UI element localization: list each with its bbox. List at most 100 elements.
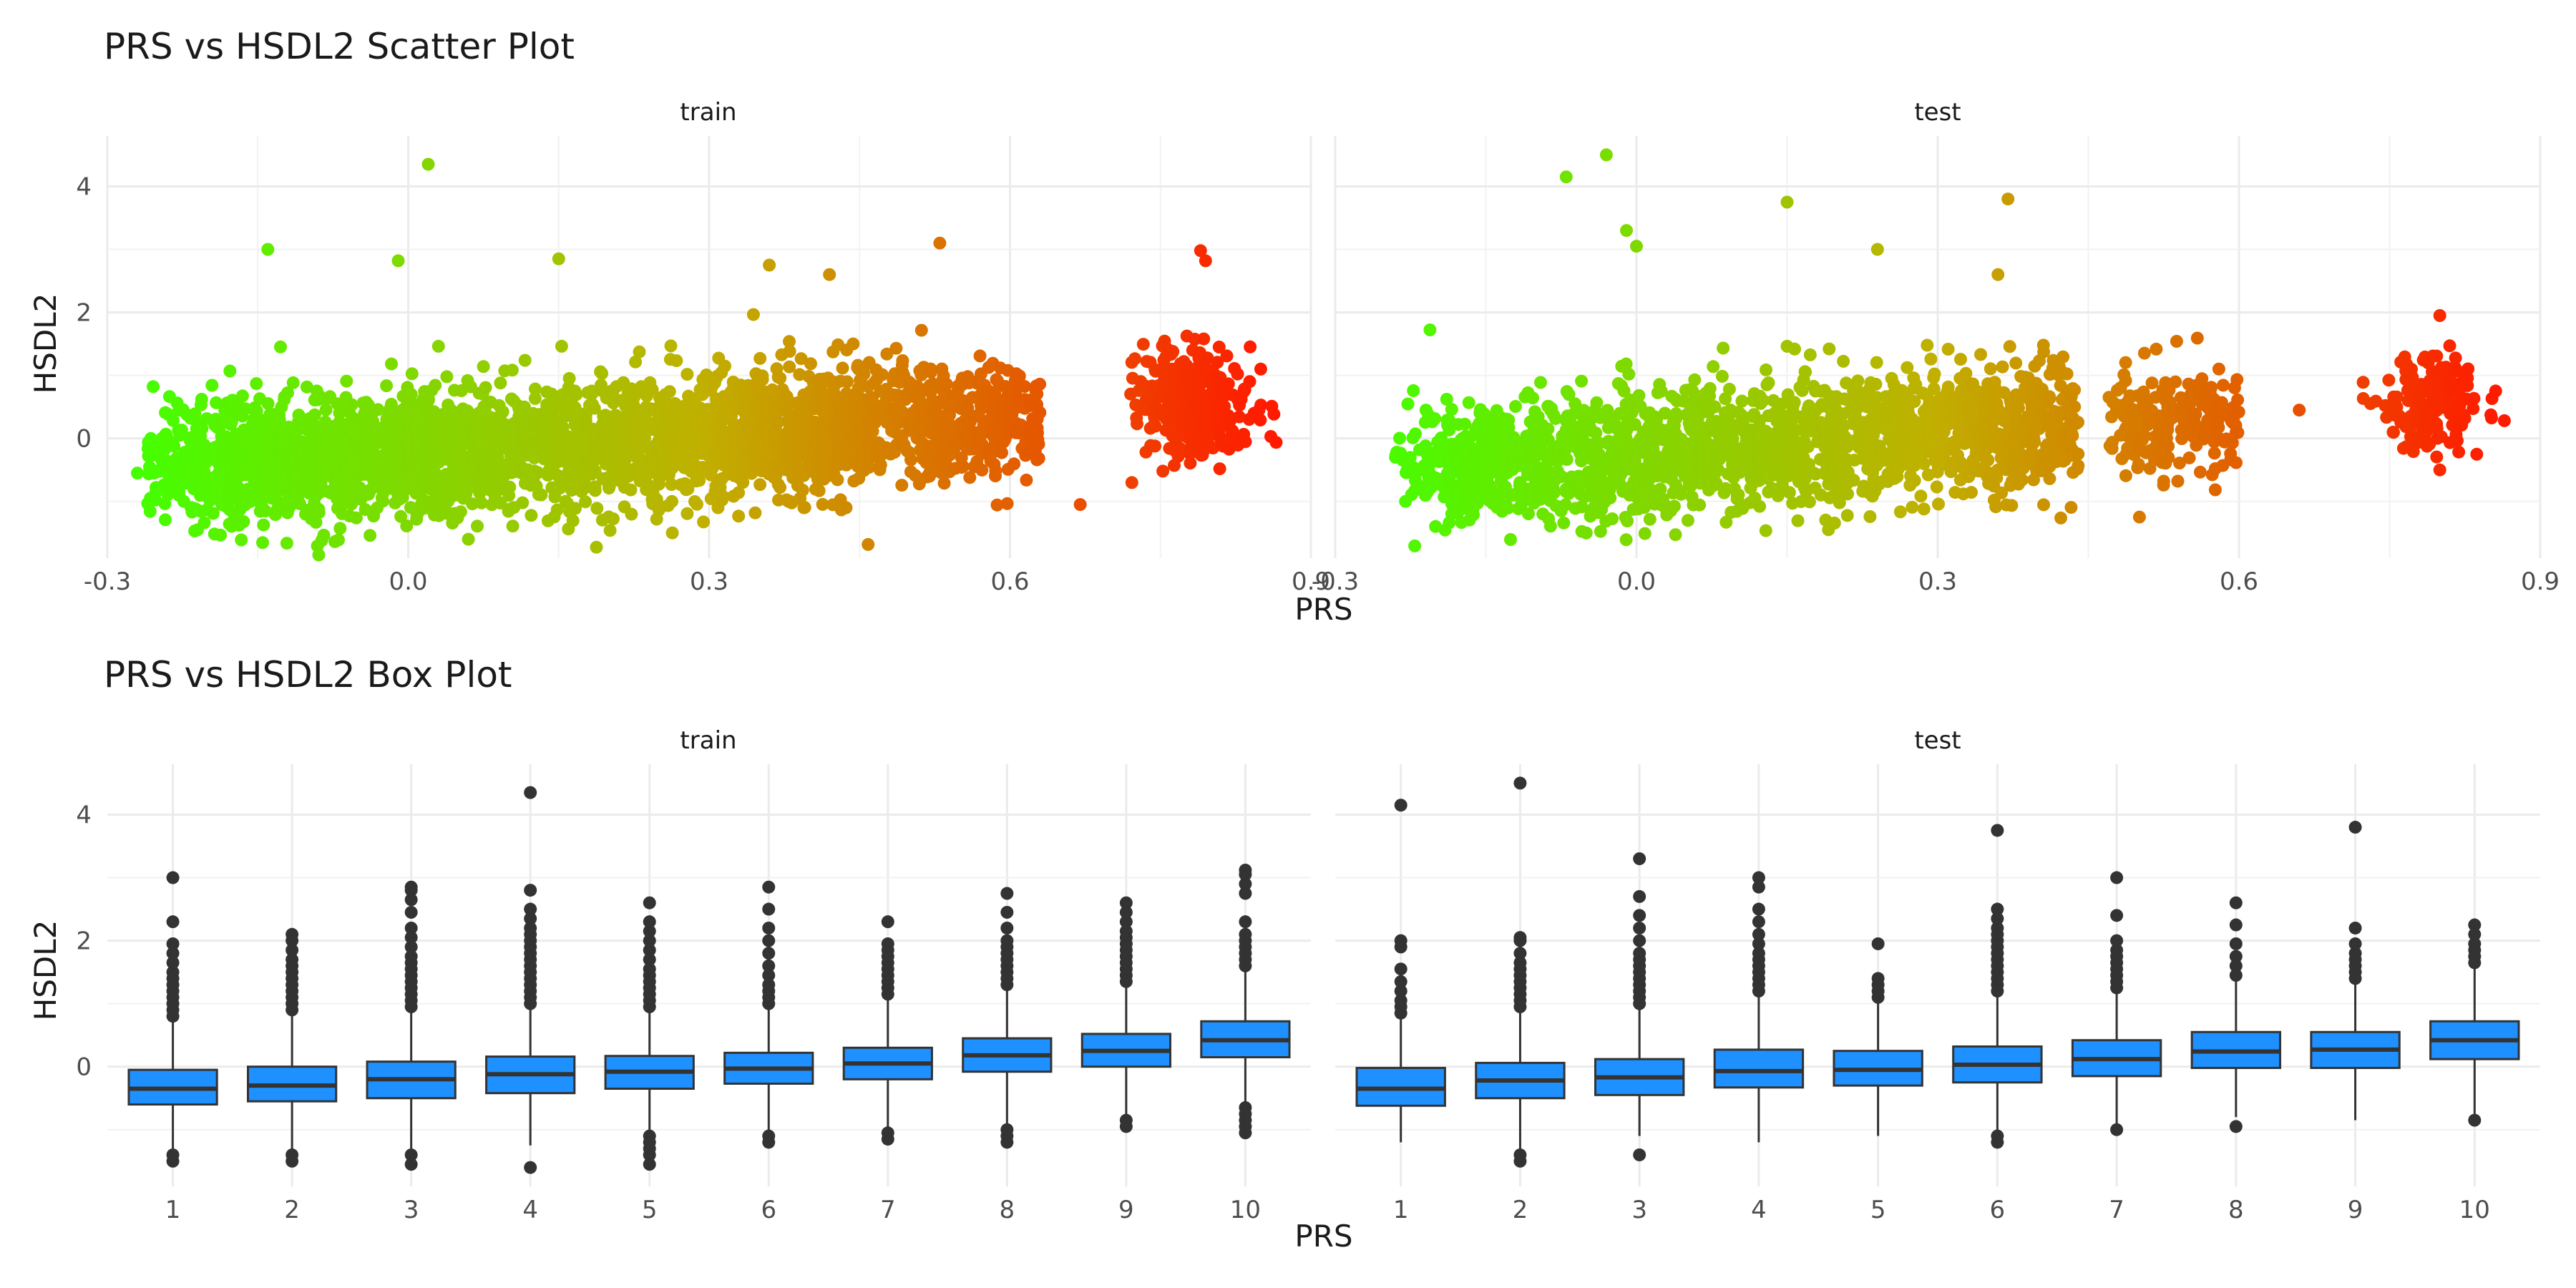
scatter-test-point — [1630, 240, 1643, 253]
scatter-test-point — [1590, 396, 1604, 409]
scatter-train-point — [602, 479, 616, 493]
scatter-test-point — [1509, 400, 1522, 413]
scatter-train-point — [681, 482, 695, 496]
scatter-train-point — [405, 367, 419, 381]
scatter-test-point — [1692, 411, 1704, 425]
scatter-test-point — [1467, 508, 1480, 522]
scatter-test-point — [1693, 498, 1707, 512]
scatter-train-point — [796, 484, 809, 497]
scatter-train-point — [629, 355, 643, 369]
scatter-train-point — [665, 478, 678, 492]
scatter-test-point — [1762, 376, 1775, 389]
scatter-test-point — [1921, 338, 1934, 352]
scatter-test-point — [1658, 406, 1672, 420]
scatter-train-point — [462, 532, 475, 546]
scatter-test-point — [1791, 514, 1805, 527]
scatter-train-point — [380, 379, 394, 393]
scatter-train-point — [732, 509, 746, 523]
scatter-train-point — [862, 461, 876, 474]
scatter-train-point — [633, 345, 646, 358]
scatter-train-point — [350, 511, 363, 525]
scatter-test-point — [1959, 366, 1973, 380]
scatter-train-point — [494, 376, 507, 390]
scatter-test-point — [1669, 407, 1683, 421]
scatter-train-point — [1231, 367, 1244, 381]
scatter-train-point — [364, 529, 377, 542]
scatter-test-point — [1594, 525, 1607, 538]
scatter-train-point — [1032, 437, 1045, 451]
scatter-train-point — [663, 385, 676, 399]
scatter-train-point — [588, 464, 602, 478]
scatter-test-point — [1617, 384, 1631, 398]
scatter-train-point — [914, 323, 928, 337]
scatter-test-point — [1654, 384, 1668, 398]
scatter-test-x-tick-label: -0.3 — [1312, 567, 1359, 596]
scatter-train-point — [345, 398, 358, 411]
scatter-train-point — [477, 360, 490, 374]
scatter-test-point — [1908, 395, 1921, 408]
scatter-test-point — [1501, 502, 1515, 514]
scatter-test-point — [1760, 363, 1772, 376]
scatter-train-point — [503, 480, 517, 494]
scatter-train-point — [195, 393, 208, 406]
scatter-train-point — [1148, 419, 1162, 433]
scatter-train-point — [933, 236, 947, 250]
scatter-train-point — [1254, 399, 1268, 412]
scatter-train-point — [783, 345, 796, 358]
scatter-train-point — [804, 357, 817, 371]
scatter-test-point — [1643, 512, 1657, 526]
scatter-train-point — [926, 377, 940, 391]
scatter-train-x-tick-label: 0.9 — [1292, 567, 1330, 596]
scatter-test-point — [1620, 224, 1633, 238]
scatter-train-point — [562, 371, 576, 385]
scatter-test-point — [1799, 365, 1813, 379]
scatter-train-point — [1148, 439, 1162, 453]
scatter-train-point — [1184, 457, 1197, 470]
scatter-test-point — [1578, 490, 1591, 504]
scatter-train-point — [831, 473, 844, 487]
scatter-train-point — [1018, 380, 1031, 394]
scatter-train-point — [258, 504, 272, 517]
scatter-train-y-tick-label: 0 — [76, 425, 92, 454]
scatter-train-point — [159, 513, 172, 527]
scatter-test-point — [1909, 378, 1923, 391]
scatter-test-point — [1788, 342, 1801, 356]
scatter-train-point — [454, 505, 467, 519]
scatter-train-point — [333, 522, 347, 535]
scatter-test-point — [1917, 502, 1931, 516]
scatter-train-point — [274, 340, 287, 353]
scatter-test-point — [1599, 148, 1613, 162]
scatter-train-point — [312, 548, 326, 562]
scatter-train-point — [293, 497, 306, 510]
scatter-test-point — [1863, 510, 1877, 523]
scatter-test-point — [1559, 170, 1573, 184]
scatter-train-point — [440, 370, 454, 384]
scatter-test-point — [1989, 500, 2003, 514]
scatter-train-point — [816, 497, 829, 511]
scatter-test-point — [1393, 431, 1406, 445]
scatter-train-point — [210, 396, 223, 409]
scatter-train-point — [766, 383, 779, 396]
scatter-train-point — [579, 495, 592, 509]
scatter-test-point — [1619, 533, 1633, 547]
scatter-train-point — [956, 459, 970, 473]
scatter-train-point — [665, 526, 679, 540]
scatter-train-point — [995, 446, 1008, 459]
scatter-train-point — [753, 351, 767, 365]
scatter-test-point — [1726, 432, 1740, 446]
scatter-test-point — [1927, 382, 1941, 396]
scatter-plot-title: PRS vs HSDL2 Scatter Plot — [104, 26, 575, 67]
scatter-test-point — [1541, 422, 1555, 436]
scatter-train-point — [1030, 387, 1044, 401]
scatter-test-point — [1560, 453, 1574, 467]
scatter-test-point — [1681, 514, 1694, 527]
scatter-train-point — [496, 405, 509, 419]
scatter-train-point — [1073, 498, 1087, 512]
scatter-train-point — [404, 388, 418, 401]
scatter-train-point — [1206, 441, 1220, 455]
scatter-train-point — [319, 403, 333, 416]
scatter-train-point — [569, 502, 582, 515]
scatter-train-point — [665, 494, 678, 508]
scatter-test-point — [1802, 495, 1816, 509]
scatter-test-point — [1407, 384, 1420, 397]
